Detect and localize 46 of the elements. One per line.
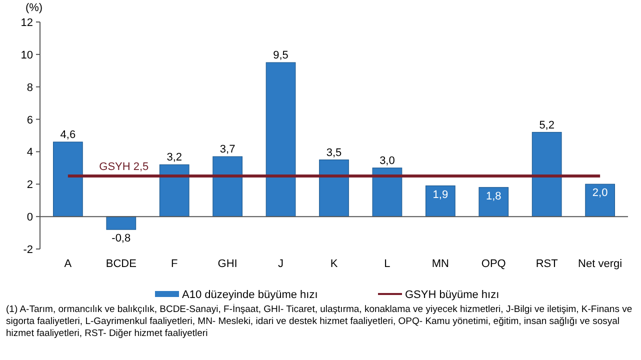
bar <box>159 164 190 217</box>
x-tick-label: A <box>64 258 72 270</box>
bar <box>425 185 456 217</box>
data-label: 5,2 <box>539 119 554 132</box>
y-tick-label: 8 <box>26 82 33 94</box>
x-tick-label: J <box>278 258 284 270</box>
y-tick-label: 6 <box>26 114 33 126</box>
data-label: 9,5 <box>273 50 288 62</box>
bar <box>372 168 402 217</box>
data-label: -0,8 <box>112 232 131 245</box>
annotation: GSYH 2,5 <box>99 161 149 174</box>
legend-label: A10 düzeyinde büyüme hızı <box>182 289 318 301</box>
bar <box>212 156 243 217</box>
data-label: 1,9 <box>432 188 448 201</box>
x-tick-label: Net vergi <box>578 258 622 270</box>
data-label: 1,8 <box>486 190 502 202</box>
x-tick-label: BCDE <box>106 258 136 270</box>
y-tick-label: 4 <box>26 146 33 159</box>
y-tick-label: 2 <box>26 179 33 192</box>
data-label: 3,0 <box>380 154 395 167</box>
x-tick-label: MN <box>432 258 450 270</box>
bar <box>266 62 296 217</box>
y-axis-title: (%) <box>25 2 43 14</box>
bar <box>585 184 615 217</box>
x-tick-label: OPQ <box>481 258 506 270</box>
bar <box>106 216 136 230</box>
bar <box>532 132 562 217</box>
bar <box>478 187 509 217</box>
bar <box>319 160 349 217</box>
x-tick-label: GHI <box>218 258 238 270</box>
y-tick-label: 12 <box>20 17 33 29</box>
x-tick-label: RST <box>536 258 558 270</box>
data-label: 3,5 <box>326 146 342 159</box>
y-tick-label: 10 <box>20 49 33 62</box>
data-label: 3,7 <box>220 144 236 156</box>
legend-label: GSYH büyüme hızı <box>405 289 500 301</box>
x-tick-label: K <box>330 258 338 270</box>
bar <box>53 142 83 217</box>
data-label: 3,2 <box>166 152 182 164</box>
y-tick-label: 0 <box>26 212 33 224</box>
data-label: 4,6 <box>60 128 76 141</box>
x-tick-label: L <box>384 258 390 270</box>
y-tick-label: -2 <box>23 244 33 256</box>
x-tick-label: F <box>170 258 178 270</box>
text: (1) A-Tarım, ormancılık ve balıkçılık, BCDE-Sanayi, F-İnşaat, GHI- Ticaret, ulaştırma, konaklama ve yiyecek hizmetleri, J-Bilgi ve iletişim, K-Finans ve sigorta faaliyetleri, L-Gayrimenkul faaliyetleri, MN- Mesleki, idari ve destek hizmet faaliyetleri, OPQ- Kamu yönetimi, eğitim, insan sağlığı ve sosyal hizmet faaliyetleri, RST- Diğer hizmet faaliyetleri <box>6 304 634 340</box>
data-label: 2,0 <box>592 187 608 200</box>
